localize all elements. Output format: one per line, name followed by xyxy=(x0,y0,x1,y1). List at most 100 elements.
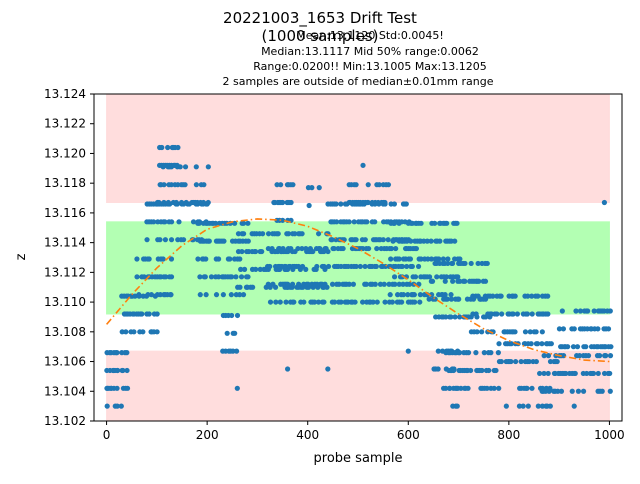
data-point xyxy=(353,182,359,188)
data-point xyxy=(224,330,230,336)
data-point xyxy=(193,164,199,170)
data-point xyxy=(374,299,380,305)
data-point xyxy=(539,385,546,391)
data-point xyxy=(496,341,502,347)
data-point xyxy=(572,370,578,377)
data-point xyxy=(203,256,209,262)
data-point xyxy=(351,219,357,225)
data-point xyxy=(180,237,187,243)
data-point xyxy=(571,403,577,409)
data-point xyxy=(408,238,414,244)
data-point xyxy=(289,281,296,287)
stats-line-3: Range:0.0200!! Min:13.1005 Max:13.1205 xyxy=(253,60,487,73)
data-point xyxy=(482,278,489,284)
data-point xyxy=(104,385,110,391)
data-point xyxy=(197,292,203,298)
data-point xyxy=(388,245,395,252)
data-point xyxy=(406,281,413,287)
data-point xyxy=(377,281,384,287)
data-point xyxy=(428,256,435,262)
data-point xyxy=(140,329,146,335)
data-point xyxy=(253,248,259,255)
data-point xyxy=(362,263,368,270)
data-point xyxy=(556,326,563,332)
data-point xyxy=(411,292,417,298)
data-point xyxy=(391,201,398,207)
data-point xyxy=(301,299,307,305)
data-point xyxy=(399,263,405,270)
data-point xyxy=(381,281,387,287)
data-point xyxy=(123,329,129,335)
data-point xyxy=(285,231,292,237)
data-point xyxy=(245,220,251,226)
data-point xyxy=(484,260,490,267)
data-point xyxy=(322,281,328,287)
data-point xyxy=(418,256,424,262)
data-point xyxy=(241,231,247,237)
data-point xyxy=(476,278,482,284)
data-point xyxy=(454,403,460,409)
data-point xyxy=(365,199,371,206)
data-point xyxy=(323,245,329,252)
data-point xyxy=(432,220,438,226)
data-point xyxy=(139,311,145,317)
data-point xyxy=(491,385,497,391)
data-point xyxy=(144,237,150,243)
data-point xyxy=(309,185,315,191)
data-point xyxy=(157,237,163,243)
data-point xyxy=(601,199,608,206)
data-point xyxy=(372,219,378,225)
data-point xyxy=(154,329,160,335)
data-point xyxy=(275,231,281,237)
data-point xyxy=(545,370,551,377)
y-tick-label: 13.124 xyxy=(44,87,86,101)
data-point xyxy=(280,199,286,206)
data-point xyxy=(473,311,479,317)
stats-line-2: Median:13.1117 Mid 50% range:0.0062 xyxy=(261,45,479,58)
data-point xyxy=(346,281,352,287)
data-point xyxy=(533,329,539,335)
data-point xyxy=(479,329,485,335)
data-point xyxy=(524,311,531,317)
data-point xyxy=(494,311,500,317)
data-point xyxy=(160,256,166,262)
data-point xyxy=(457,278,463,284)
x-tick-label: 400 xyxy=(296,428,319,442)
data-point xyxy=(131,329,137,335)
data-point xyxy=(445,260,451,267)
chart-title: 20221003_1653 Drift Test xyxy=(223,9,417,28)
data-point xyxy=(178,199,185,206)
data-point xyxy=(404,263,410,270)
data-point xyxy=(409,263,415,270)
data-point xyxy=(452,238,458,244)
data-point xyxy=(512,293,518,299)
y-tick-label: 13.114 xyxy=(44,236,86,250)
data-point xyxy=(373,263,379,270)
data-point xyxy=(486,367,492,374)
data-point xyxy=(168,237,175,243)
data-point xyxy=(473,350,479,356)
data-point xyxy=(503,403,509,409)
bands-layer xyxy=(106,93,610,422)
x-tick-label: 600 xyxy=(397,428,420,442)
data-point xyxy=(173,199,179,206)
data-point xyxy=(499,311,505,317)
data-point xyxy=(412,274,419,280)
data-point xyxy=(114,350,120,356)
y-tick-label: 13.108 xyxy=(44,325,86,339)
data-point xyxy=(545,293,551,299)
data-point xyxy=(213,292,220,298)
data-point xyxy=(386,281,392,287)
data-point xyxy=(280,217,286,223)
data-point xyxy=(524,385,530,391)
y-tick-label: 13.102 xyxy=(44,414,86,428)
data-point xyxy=(428,238,434,244)
data-point xyxy=(329,281,336,287)
data-point xyxy=(455,274,461,280)
data-point xyxy=(141,274,147,280)
data-point xyxy=(229,312,235,319)
data-point xyxy=(182,182,188,188)
data-point xyxy=(529,385,535,391)
data-point xyxy=(292,231,298,237)
